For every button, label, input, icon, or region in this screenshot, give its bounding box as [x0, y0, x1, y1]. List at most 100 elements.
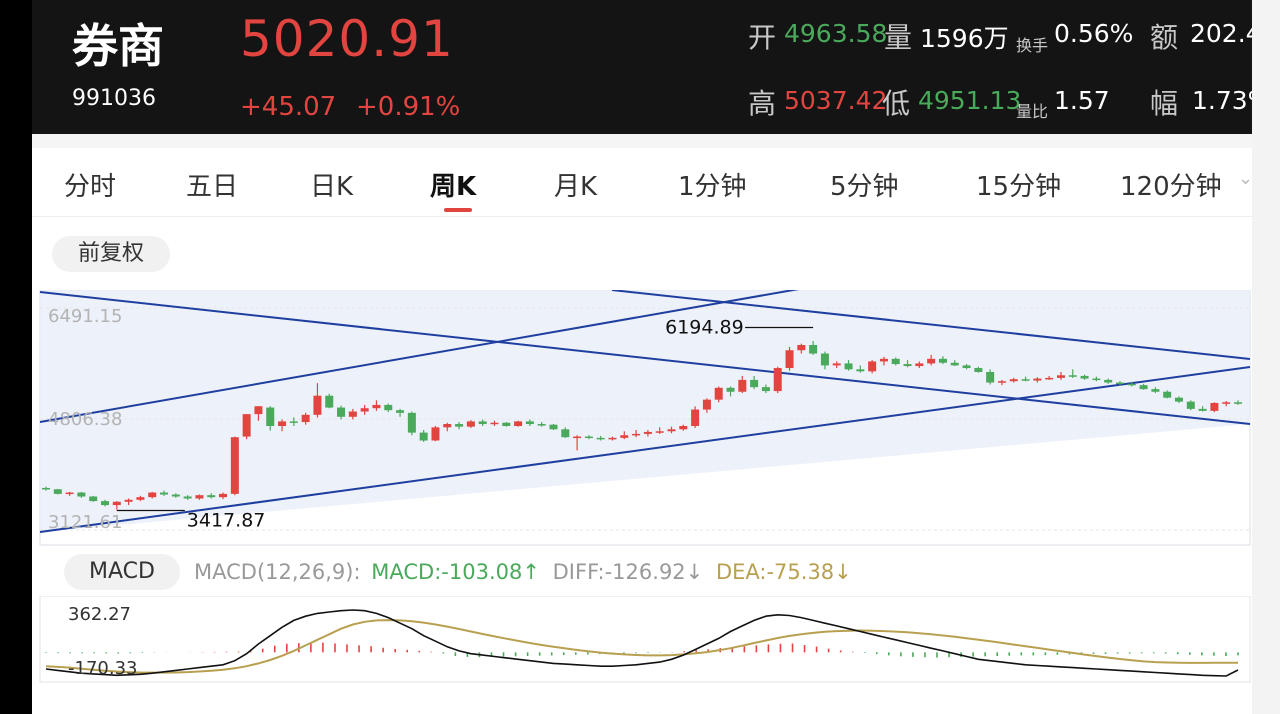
candle-body — [1009, 379, 1018, 382]
candle-body — [325, 395, 334, 408]
candle — [77, 491, 86, 498]
candle-body — [679, 426, 688, 430]
candle-body — [844, 363, 853, 370]
tab-5-minute[interactable]: 5分钟 — [830, 172, 899, 202]
candle — [195, 494, 204, 500]
tab-1-minute[interactable]: 1分钟 — [678, 172, 747, 202]
macd-button[interactable]: MACD — [64, 554, 180, 590]
candle — [632, 429, 641, 438]
candle-body — [112, 501, 121, 506]
chevron-down-icon[interactable]: ⌄ — [1238, 168, 1252, 189]
dea-value: DEA:-75.38↓ — [715, 560, 852, 584]
candlestick-chart[interactable]: 6491.15 4806.38 3121.61 6194.89 3417.87 — [32, 290, 1252, 546]
tab-120-minute[interactable]: 120分钟 — [1120, 172, 1222, 202]
candle-body — [514, 421, 523, 427]
candle — [502, 422, 511, 427]
candle — [53, 488, 62, 495]
low-value: 4951.13 — [918, 86, 1022, 115]
y-axis-label: 4806.38 — [48, 409, 122, 430]
candle-body — [101, 501, 110, 506]
candle — [42, 486, 50, 491]
candle — [1151, 387, 1160, 394]
candle-body — [171, 494, 180, 497]
candle — [997, 379, 1006, 386]
candle — [962, 364, 971, 370]
candle — [1045, 375, 1054, 380]
tab-five-day[interactable]: 五日 — [186, 172, 239, 202]
candle-body — [702, 399, 711, 410]
trend-line-up-lower — [39, 366, 1251, 533]
app-window: 券商 991036 5020.91 +45.07 +0.91% 开 4963.5… — [32, 0, 1252, 714]
candle — [927, 354, 936, 366]
candle-body — [183, 496, 192, 499]
candle — [325, 393, 334, 409]
candle — [584, 435, 593, 440]
tab-weekly-k[interactable]: 周K — [430, 172, 477, 202]
volume-value: 1596万 — [920, 24, 1009, 53]
candle — [443, 422, 452, 432]
candle — [1033, 377, 1042, 383]
candle-body — [89, 496, 98, 502]
candle-body — [313, 395, 322, 415]
candle — [278, 419, 287, 432]
candle — [738, 375, 747, 394]
candle — [679, 424, 688, 431]
candle-body — [537, 424, 546, 426]
candle — [396, 408, 405, 417]
candle — [455, 422, 464, 430]
candle — [266, 406, 275, 431]
open-value: 4963.58 — [784, 19, 888, 48]
candle — [1186, 400, 1195, 411]
candle-body — [997, 381, 1006, 383]
amplitude-label: 幅 — [1150, 87, 1179, 120]
candle — [101, 499, 110, 507]
candle — [514, 420, 523, 427]
candle-body — [360, 408, 369, 412]
candle — [219, 492, 228, 500]
price-change-pct: +0.91% — [356, 92, 461, 122]
candle-body — [868, 361, 877, 372]
candle — [1009, 377, 1018, 383]
candle — [160, 490, 169, 496]
candle — [384, 403, 393, 413]
candle-body — [584, 436, 593, 439]
candle-body — [455, 424, 464, 427]
header-separator — [32, 134, 1252, 148]
adjust-button[interactable]: 前复权 — [52, 236, 170, 272]
candle — [431, 426, 440, 442]
macd-params: MACD(12,26,9): — [194, 560, 361, 584]
active-tab-indicator — [444, 208, 472, 212]
tab-15-minute[interactable]: 15分钟 — [976, 172, 1062, 202]
dea-line — [45, 619, 1238, 674]
vol-ratio-value: 1.57 — [1054, 86, 1110, 115]
candle-body — [691, 409, 700, 427]
period-tabs: 分时 五日 日K 周K 月K 1分钟 5分钟 15分钟 120分钟 — [32, 148, 1252, 217]
candle — [466, 420, 475, 428]
candle-body — [1186, 401, 1195, 409]
low-label: 低 — [882, 87, 911, 120]
tab-intraday[interactable]: 分时 — [64, 172, 117, 202]
candle-body — [1115, 382, 1124, 385]
candle — [856, 365, 865, 373]
candle — [1056, 371, 1065, 380]
candle — [750, 375, 759, 390]
macd-legend: MACD(12,26,9): MACD:-103.08↑ DIFF:-126.9… — [194, 560, 852, 584]
candle — [230, 436, 239, 496]
tab-monthly-k[interactable]: 月K — [554, 172, 598, 202]
candle-body — [809, 344, 818, 354]
candle-body — [1021, 379, 1030, 381]
price-change: +45.07 — [240, 92, 337, 122]
macd-chart[interactable]: 362.27 -170.33 — [32, 596, 1252, 684]
candle — [726, 386, 735, 397]
candle — [136, 495, 145, 502]
vol-ratio-label: 量比 — [1016, 102, 1049, 121]
candle-body — [974, 368, 983, 372]
candle-body — [1033, 378, 1042, 381]
tab-daily-k[interactable]: 日K — [310, 172, 354, 202]
candle — [1222, 400, 1231, 407]
candle — [667, 426, 676, 434]
candle — [891, 357, 900, 366]
candle — [1163, 390, 1172, 399]
candle-body — [1068, 375, 1077, 377]
candle — [348, 408, 357, 420]
